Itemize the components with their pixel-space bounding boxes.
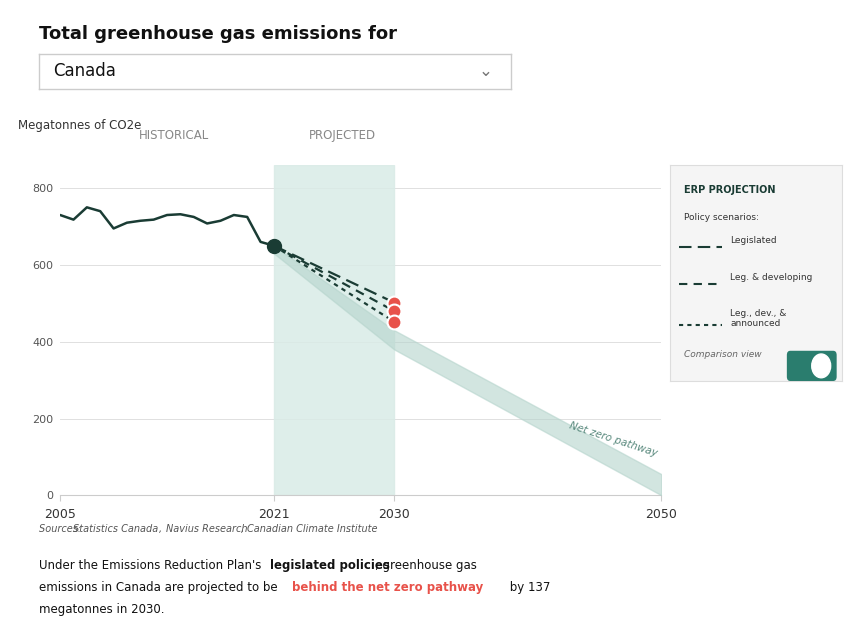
Text: ERP PROJECTION: ERP PROJECTION (684, 185, 776, 194)
Text: by 137: by 137 (506, 581, 551, 594)
Text: Policy scenarios:: Policy scenarios: (684, 213, 758, 222)
Text: ⌄: ⌄ (478, 62, 492, 81)
Text: Net zero pathway: Net zero pathway (568, 421, 659, 459)
Text: .: . (348, 524, 351, 534)
Text: ,: , (241, 524, 247, 534)
Text: Under the Emissions Reduction Plan's: Under the Emissions Reduction Plan's (39, 559, 265, 572)
Text: Navius Research: Navius Research (166, 524, 247, 534)
Circle shape (812, 354, 831, 378)
FancyBboxPatch shape (787, 351, 837, 381)
Text: Canada: Canada (53, 62, 116, 81)
Text: Comparison view: Comparison view (684, 351, 761, 359)
Bar (274, 165, 394, 495)
Text: Total greenhouse gas emissions for: Total greenhouse gas emissions for (39, 25, 397, 43)
Text: Canadian Climate Institute: Canadian Climate Institute (247, 524, 378, 534)
Text: Leg., dev., &
announced: Leg., dev., & announced (730, 309, 787, 328)
Text: megatonnes in 2030.: megatonnes in 2030. (39, 603, 164, 616)
Text: HISTORICAL: HISTORICAL (139, 129, 210, 142)
Text: ,: , (159, 524, 165, 534)
Text: Leg. & developing: Leg. & developing (730, 273, 813, 282)
Text: Legislated: Legislated (730, 236, 777, 245)
Text: PROJECTED: PROJECTED (309, 129, 376, 142)
Text: Statistics Canada: Statistics Canada (73, 524, 158, 534)
Text: behind the net zero pathway: behind the net zero pathway (292, 581, 484, 594)
Text: emissions in Canada are projected to be: emissions in Canada are projected to be (39, 581, 281, 594)
Text: Sources:: Sources: (39, 524, 84, 534)
Text: , greenhouse gas: , greenhouse gas (375, 559, 478, 572)
Text: legislated policies: legislated policies (270, 559, 390, 572)
Text: Megatonnes of CO2e: Megatonnes of CO2e (18, 119, 142, 132)
